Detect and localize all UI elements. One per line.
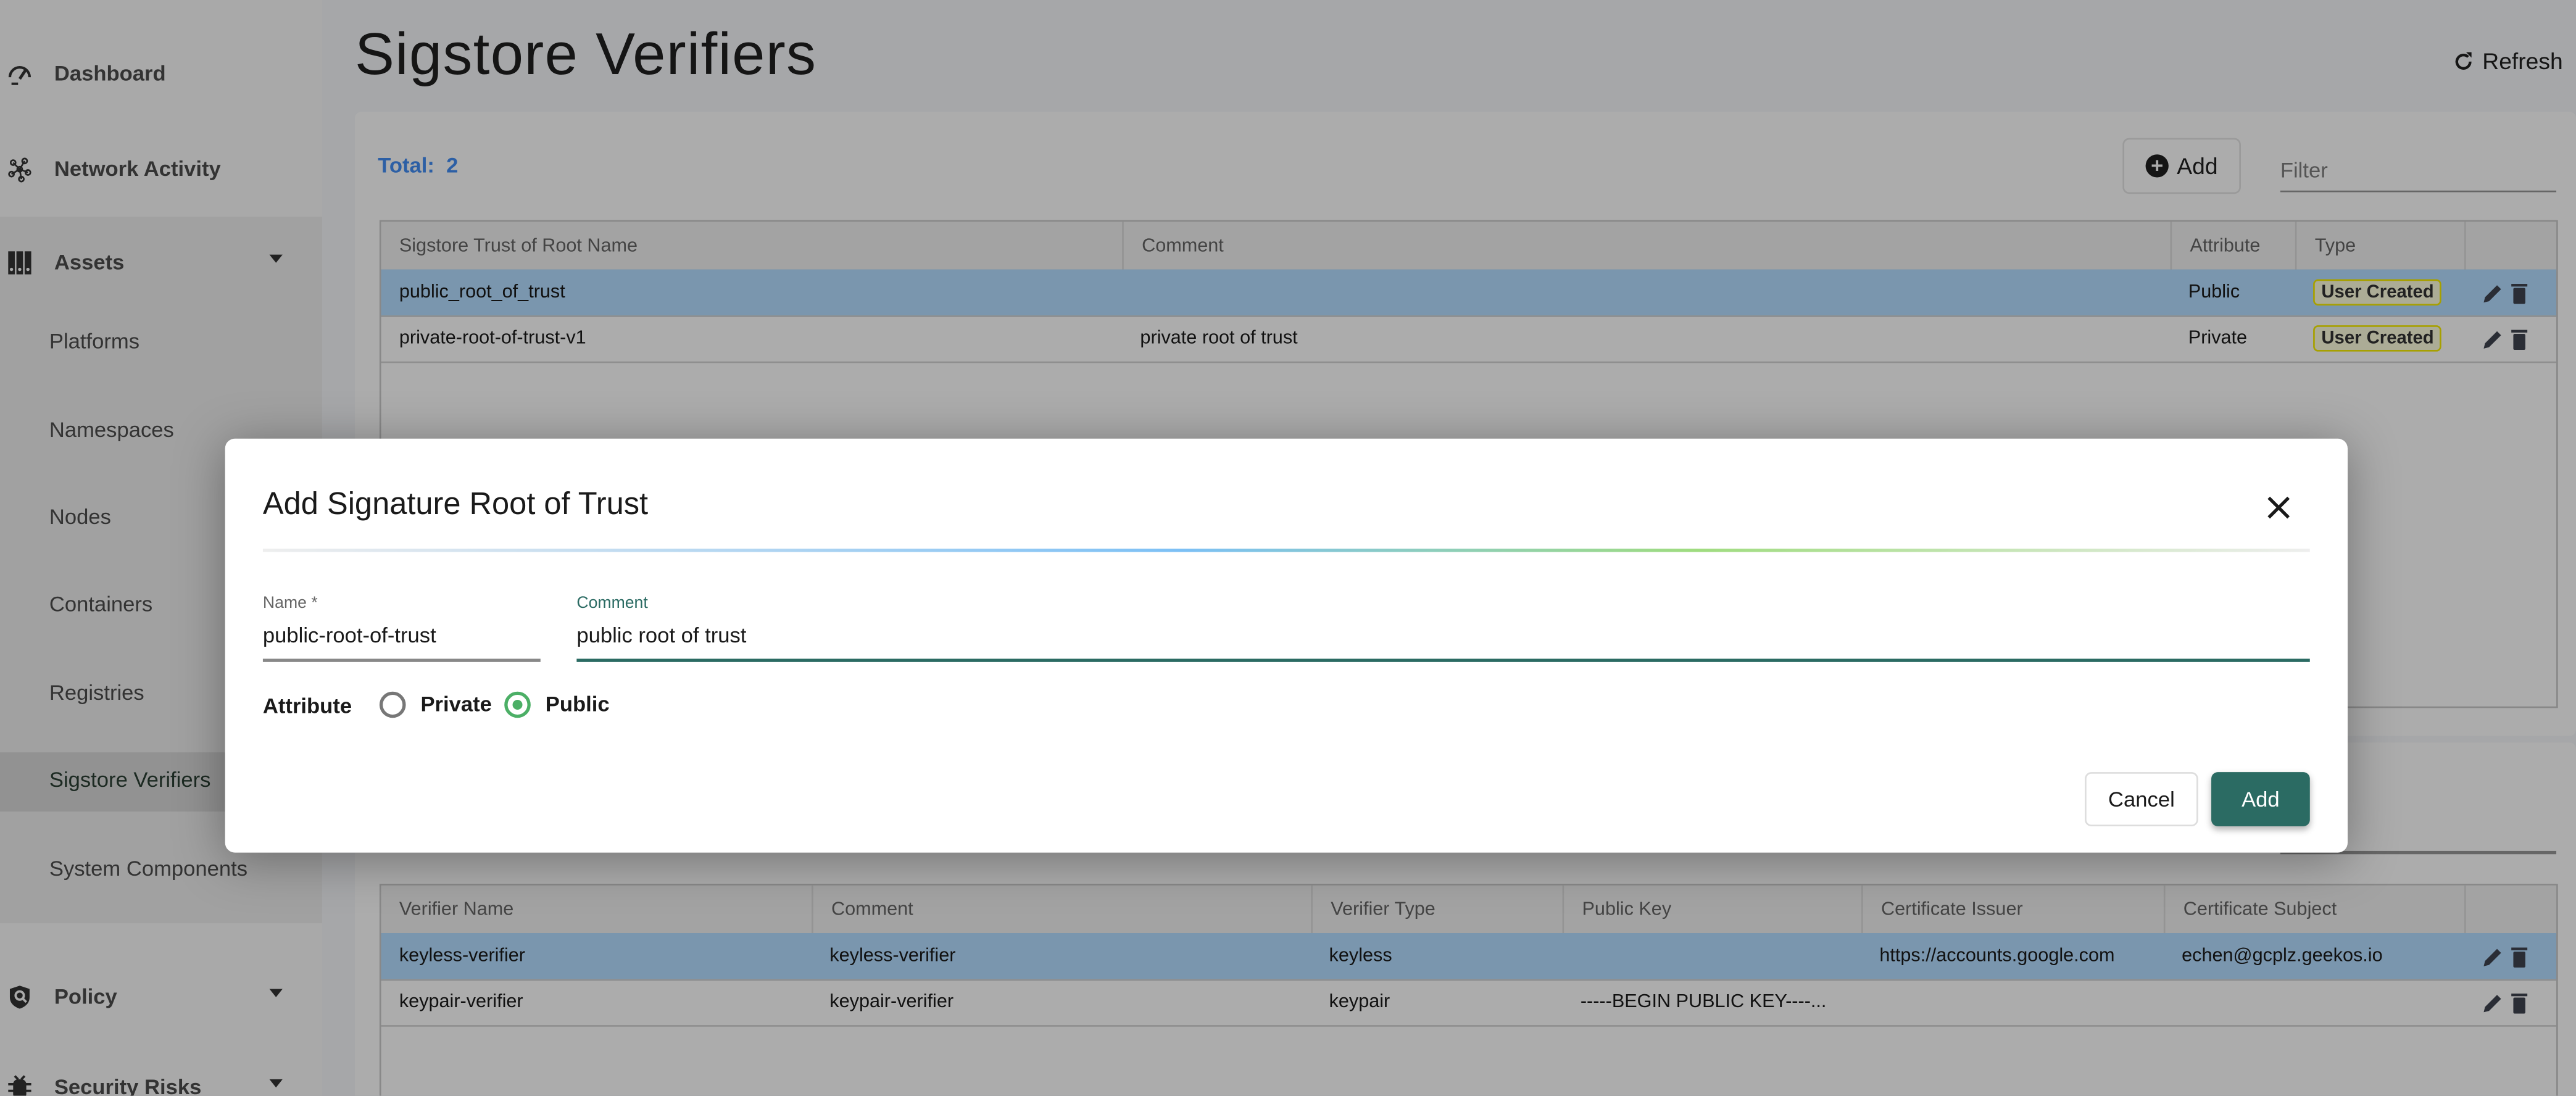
column-header[interactable]: Public Key	[1562, 885, 1861, 934]
column-header-actions	[2464, 885, 2556, 934]
column-header[interactable]: Sigstore Trust of Root Name	[399, 235, 638, 255]
table-row[interactable]: private-root-of-trust-v1 private root of …	[381, 315, 2557, 363]
radio-public-label[interactable]: Public	[545, 691, 610, 716]
row-actions[interactable]	[2464, 315, 2556, 362]
delete-icon[interactable]	[2511, 992, 2528, 1013]
gauge-icon	[8, 66, 31, 85]
close-icon[interactable]	[2262, 491, 2295, 524]
comment-input[interactable]	[576, 622, 2310, 647]
radio-public[interactable]	[504, 691, 531, 718]
table-cell	[1563, 933, 1861, 979]
table-cell: keypair	[1329, 992, 1390, 1012]
edit-icon[interactable]	[2482, 945, 2504, 967]
sidebar-item-system-components[interactable]: System Components	[49, 855, 248, 881]
column-header[interactable]: Comment	[812, 885, 1311, 934]
column-header-actions	[2464, 222, 2556, 270]
cancel-button[interactable]: Cancel	[2085, 772, 2198, 826]
table-cell: keypair-verifier	[399, 992, 523, 1012]
name-field[interactable]: Name *	[262, 595, 541, 662]
table-cell: -----BEGIN PUBLIC KEY----...	[1580, 992, 1827, 1012]
shield-search-icon	[9, 986, 30, 1009]
table-cell: Private	[2188, 328, 2248, 349]
chevron-down-icon[interactable]	[269, 989, 283, 997]
column-header[interactable]: Comment	[1122, 222, 2170, 270]
bug-icon	[8, 1075, 31, 1096]
chevron-down-icon[interactable]	[269, 1079, 283, 1088]
sidebar-item-containers[interactable]: Containers	[49, 591, 153, 616]
table-cell	[2164, 979, 2464, 1026]
table-cell: public_root_of_trust	[399, 282, 565, 302]
table-cell	[1861, 979, 2164, 1026]
table-row[interactable]: keypair-verifier keypair-verifier keypair -…	[381, 979, 2557, 1027]
add-button[interactable]: Add	[2211, 772, 2310, 826]
table-cell: keyless	[1329, 946, 1392, 966]
network-icon	[8, 157, 31, 183]
table-row[interactable]: keyless-verifier keyless-verifier keyless h…	[381, 933, 2557, 981]
assets-icon	[8, 251, 31, 275]
refresh-icon	[2455, 51, 2472, 69]
radio-private-label[interactable]: Private	[420, 691, 492, 716]
page-title: Sigstore Verifiers	[354, 19, 817, 88]
verifiers-table: Verifier Name Comment Verifier Type Publ…	[379, 884, 2558, 1096]
refresh-button[interactable]: Refresh	[2453, 48, 2563, 74]
dialog-title: Add Signature Root of Trust	[262, 488, 649, 523]
row-actions[interactable]	[2464, 933, 2556, 979]
edit-icon[interactable]	[2482, 328, 2504, 349]
table-header: Sigstore Trust of Root Name Comment Attr…	[381, 222, 2557, 272]
sidebar-item-platforms[interactable]: Platforms	[49, 328, 140, 354]
table-cell: Public	[2188, 282, 2240, 302]
row-actions[interactable]	[2464, 270, 2556, 316]
column-header[interactable]: Attribute	[2170, 222, 2295, 270]
table-row[interactable]: public_root_of_trust Public User Created	[381, 269, 2557, 317]
column-header[interactable]: Type	[2295, 222, 2464, 270]
table-cell: keyless-verifier	[829, 946, 956, 966]
add-root-dialog: Add Signature Root of Trust Name * Comme…	[225, 438, 2348, 853]
delete-icon[interactable]	[2511, 945, 2528, 967]
divider	[262, 549, 2310, 552]
attribute-label: Attribute	[262, 693, 352, 718]
column-header[interactable]: Certificate Issuer	[1861, 885, 2164, 934]
sidebar-item-namespaces[interactable]: Namespaces	[49, 417, 174, 442]
sidebar-item-registries[interactable]: Registries	[49, 680, 144, 705]
name-input[interactable]	[262, 622, 541, 647]
roots-filter-input[interactable]	[2280, 147, 2557, 193]
table-cell: echen@gcplz.geekos.io	[2182, 946, 2383, 966]
table-cell: keyless-verifier	[399, 946, 526, 966]
type-badge: User Created	[2313, 325, 2443, 352]
comment-field[interactable]: Comment	[576, 595, 2310, 662]
edit-icon[interactable]	[2482, 282, 2504, 304]
verifiers-filter-input[interactable]	[2280, 850, 2557, 853]
chevron-down-icon[interactable]	[269, 254, 283, 263]
column-header[interactable]: Verifier Name	[399, 899, 514, 920]
total-count: Total: 2	[378, 152, 459, 178]
column-header[interactable]: Certificate Subject	[2163, 885, 2464, 934]
sidebar-item-sigstore-verifiers[interactable]: Sigstore Verifiers	[49, 767, 211, 792]
edit-icon[interactable]	[2482, 992, 2504, 1013]
sidebar-item-nodes[interactable]: Nodes	[49, 504, 111, 529]
type-badge: User Created	[2295, 315, 2464, 362]
table-cell: private root of trust	[1140, 328, 1298, 349]
plus-circle-icon: +	[2145, 154, 2169, 178]
row-actions[interactable]	[2464, 979, 2556, 1026]
table-cell: keypair-verifier	[829, 992, 954, 1012]
type-badge: User Created	[2313, 279, 2443, 306]
add-root-button[interactable]: + Add	[2122, 138, 2241, 194]
radio-private[interactable]	[379, 691, 406, 718]
column-header[interactable]: Verifier Type	[1311, 885, 1562, 934]
table-cell	[1122, 270, 2170, 316]
type-badge: User Created	[2295, 270, 2464, 316]
table-cell: https://accounts.google.com	[1879, 946, 2115, 966]
table-header: Verifier Name Comment Verifier Type Publ…	[381, 885, 2557, 935]
delete-icon[interactable]	[2511, 282, 2528, 304]
delete-icon[interactable]	[2511, 328, 2528, 349]
table-cell: private-root-of-trust-v1	[399, 328, 586, 349]
